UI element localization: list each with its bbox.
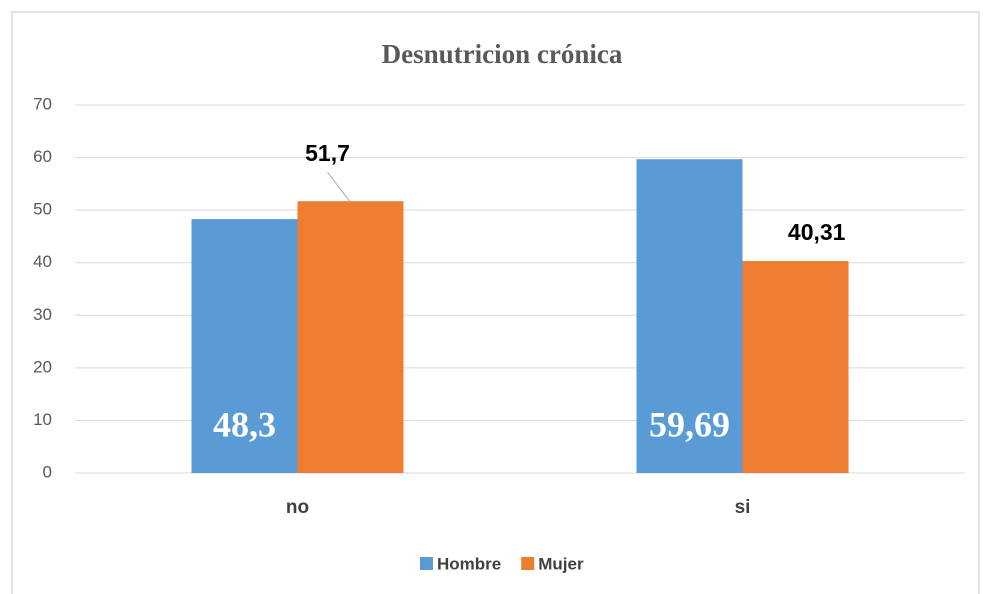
data-label: 59,69 — [649, 404, 730, 444]
y-tick-label: 50 — [33, 200, 52, 219]
y-tick-label: 70 — [33, 94, 52, 113]
y-tick-label: 40 — [33, 252, 52, 271]
data-label: 48,3 — [213, 404, 276, 444]
legend-swatch — [420, 557, 433, 570]
y-tick-label: 30 — [33, 305, 52, 324]
legend-label: Mujer — [538, 554, 584, 573]
y-tick-label: 10 — [33, 410, 52, 429]
legend-swatch — [521, 557, 535, 570]
x-tick-label: si — [735, 497, 751, 518]
x-tick-label: no — [286, 497, 309, 518]
y-tick-label: 60 — [33, 147, 52, 166]
bar — [191, 219, 298, 473]
leader-line — [327, 171, 350, 202]
data-label: 51,7 — [305, 140, 350, 166]
chart-title: Desnutricion crónica — [382, 39, 623, 69]
y-tick-label: 20 — [33, 357, 52, 376]
bar — [636, 159, 743, 473]
legend-label: Hombre — [437, 554, 501, 573]
y-tick-label: 0 — [43, 462, 52, 481]
bar — [742, 261, 849, 473]
data-label: 40,31 — [788, 219, 846, 245]
bar — [297, 201, 404, 473]
